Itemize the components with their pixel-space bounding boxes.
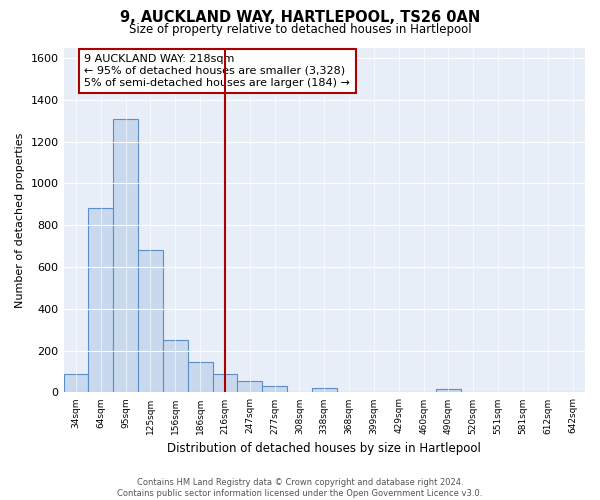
- Bar: [88, 208, 113, 392]
- Bar: [436, 388, 461, 392]
- Bar: [188, 362, 212, 392]
- Bar: [312, 388, 337, 392]
- Text: 9 AUCKLAND WAY: 218sqm
← 95% of detached houses are smaller (3,328)
5% of semi-d: 9 AUCKLAND WAY: 218sqm ← 95% of detached…: [85, 54, 350, 88]
- Bar: [138, 250, 163, 392]
- Bar: [238, 381, 262, 392]
- Bar: [113, 118, 138, 392]
- Y-axis label: Number of detached properties: Number of detached properties: [15, 132, 25, 308]
- X-axis label: Distribution of detached houses by size in Hartlepool: Distribution of detached houses by size …: [167, 442, 481, 455]
- Text: 9, AUCKLAND WAY, HARTLEPOOL, TS26 0AN: 9, AUCKLAND WAY, HARTLEPOOL, TS26 0AN: [120, 10, 480, 25]
- Bar: [64, 374, 88, 392]
- Bar: [212, 374, 238, 392]
- Text: Contains HM Land Registry data © Crown copyright and database right 2024.
Contai: Contains HM Land Registry data © Crown c…: [118, 478, 482, 498]
- Bar: [163, 340, 188, 392]
- Bar: [262, 386, 287, 392]
- Text: Size of property relative to detached houses in Hartlepool: Size of property relative to detached ho…: [128, 22, 472, 36]
